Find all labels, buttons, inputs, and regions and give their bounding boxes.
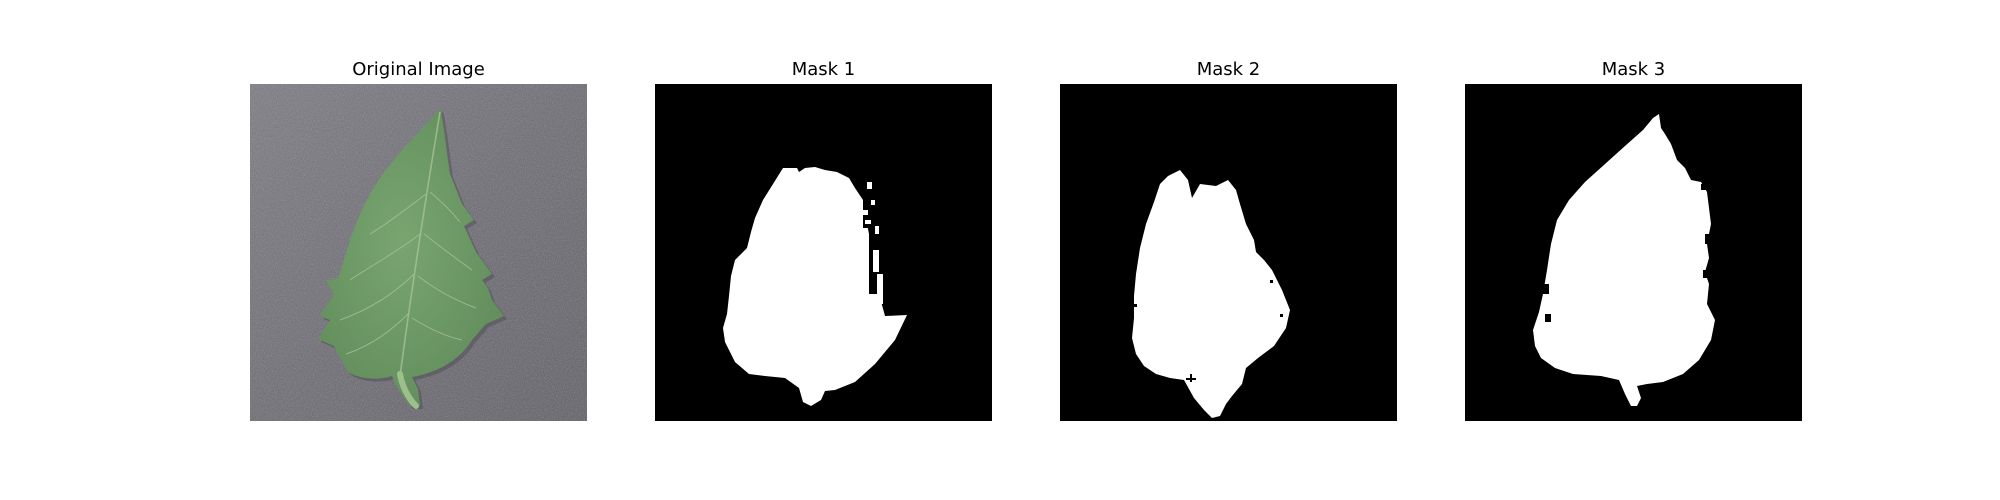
mask-specks (861, 182, 883, 304)
mask-3-image (1465, 84, 1802, 421)
panel-title: Original Image (352, 59, 485, 80)
panel-title: Mask 3 (1601, 59, 1666, 80)
mask-foreground (723, 167, 907, 406)
mask-foreground (1533, 114, 1715, 406)
panel-original-image: Original Image (250, 0, 587, 500)
mask-notches (1543, 184, 1711, 322)
panel-mask-3: Mask 3 (1465, 0, 1802, 500)
mask-2-image (1060, 84, 1397, 421)
mask-foreground (1132, 170, 1290, 418)
leaf-stem (397, 371, 419, 409)
original-leaf-photo (250, 84, 587, 421)
panel-title: Mask 1 (791, 59, 856, 80)
leaf-veins (339, 111, 477, 377)
mask-edge-noise (1132, 234, 1283, 382)
panel-mask-1: Mask 1 (655, 0, 992, 500)
panel-mask-2: Mask 2 (1060, 0, 1397, 500)
leaf-shape (318, 108, 504, 406)
panel-title: Mask 2 (1196, 59, 1261, 80)
mask-1-image (655, 84, 992, 421)
